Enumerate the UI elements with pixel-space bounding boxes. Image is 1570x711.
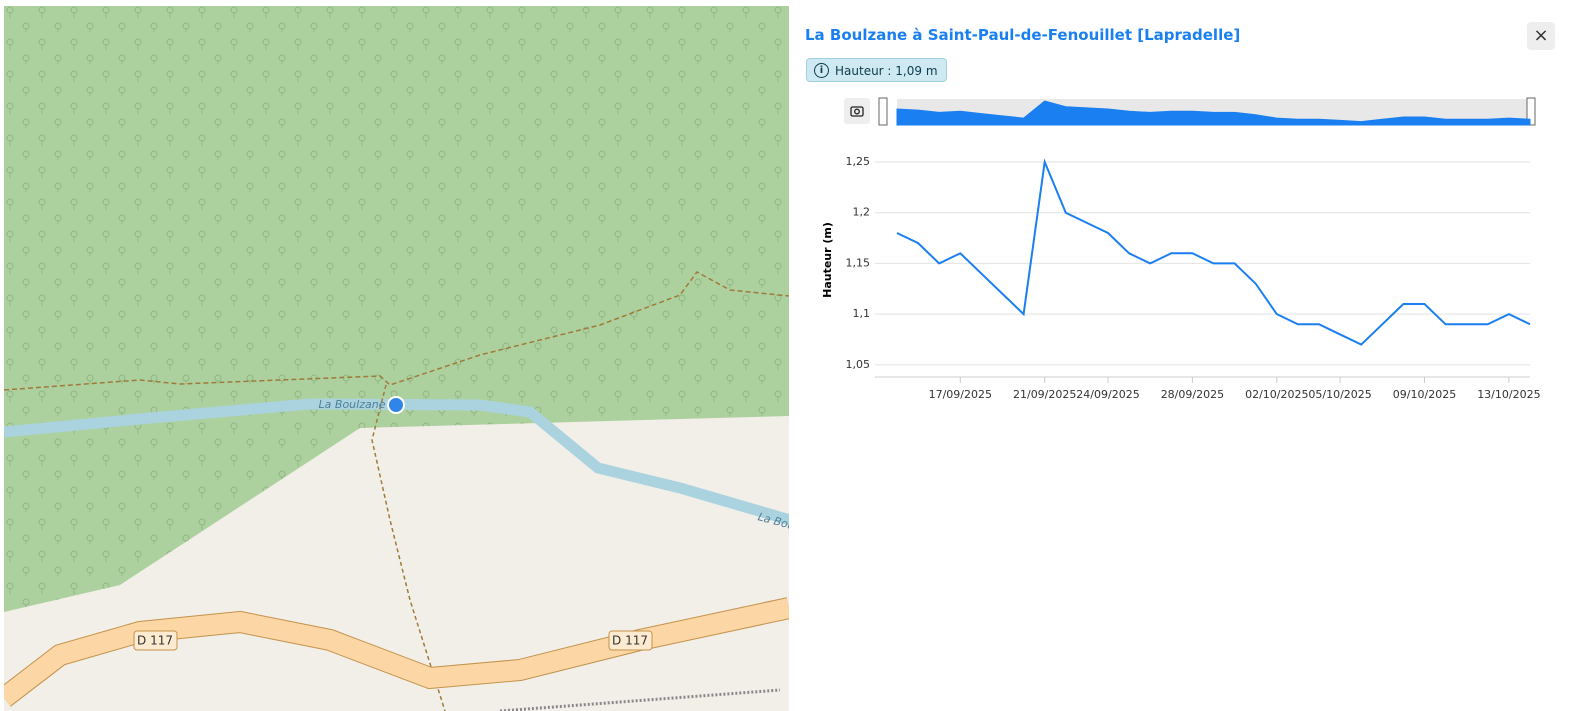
x-tick-label: 02/10/2025 [1245,388,1308,401]
y-tick-label: 1,15 [846,256,871,269]
y-axis-label: Hauteur (m) [821,222,834,298]
navigator-handle[interactable] [878,97,888,126]
x-tick-label: 21/09/2025 [1013,388,1076,401]
y-tick-label: 1,05 [846,358,871,371]
road-label: D 117 [612,634,648,648]
track [371,384,446,711]
x-tick-label: 13/10/2025 [1477,388,1540,401]
x-tick-label: 09/10/2025 [1393,388,1456,401]
rail [499,688,781,711]
y-tick-label: 1,2 [853,206,871,219]
track [4,271,789,391]
station-marker[interactable] [387,396,405,414]
export-button[interactable] [844,98,870,124]
navigator-handle[interactable] [1526,97,1536,126]
badge: Hauteur : 1,09 m [806,58,947,82]
river [4,398,789,526]
panel-title: La Boulzane à Saint-Paul-de-Fenouillet [… [805,26,1241,44]
map[interactable]: La Boulzane La Bou D 117 D 117 [0,0,790,711]
road [4,598,789,706]
x-tick-label: 28/09/2025 [1161,388,1224,401]
road-shield [133,630,178,651]
road-shield [608,630,653,651]
camera-icon [854,108,860,115]
camera-icon [850,106,864,117]
forest-pattern [4,6,789,612]
x-tick-label: 24/09/2025 [1076,388,1139,401]
chart: Hauteur (m) 1,05 1,1 1,15 1,2 1,25 17/09/2025… [821,97,1541,401]
line-series [896,158,1531,346]
close-button[interactable]: × [1527,22,1555,50]
x-tick-label: 17/09/2025 [929,388,992,401]
y-tick-label: 1,1 [853,307,871,320]
road-label: D 117 [137,634,173,648]
y-tick-label: 1,25 [846,155,871,168]
navigator-area [896,100,1531,126]
river-label: La Boulzane [319,398,386,411]
x-tick-label: 05/10/2025 [1308,388,1371,401]
